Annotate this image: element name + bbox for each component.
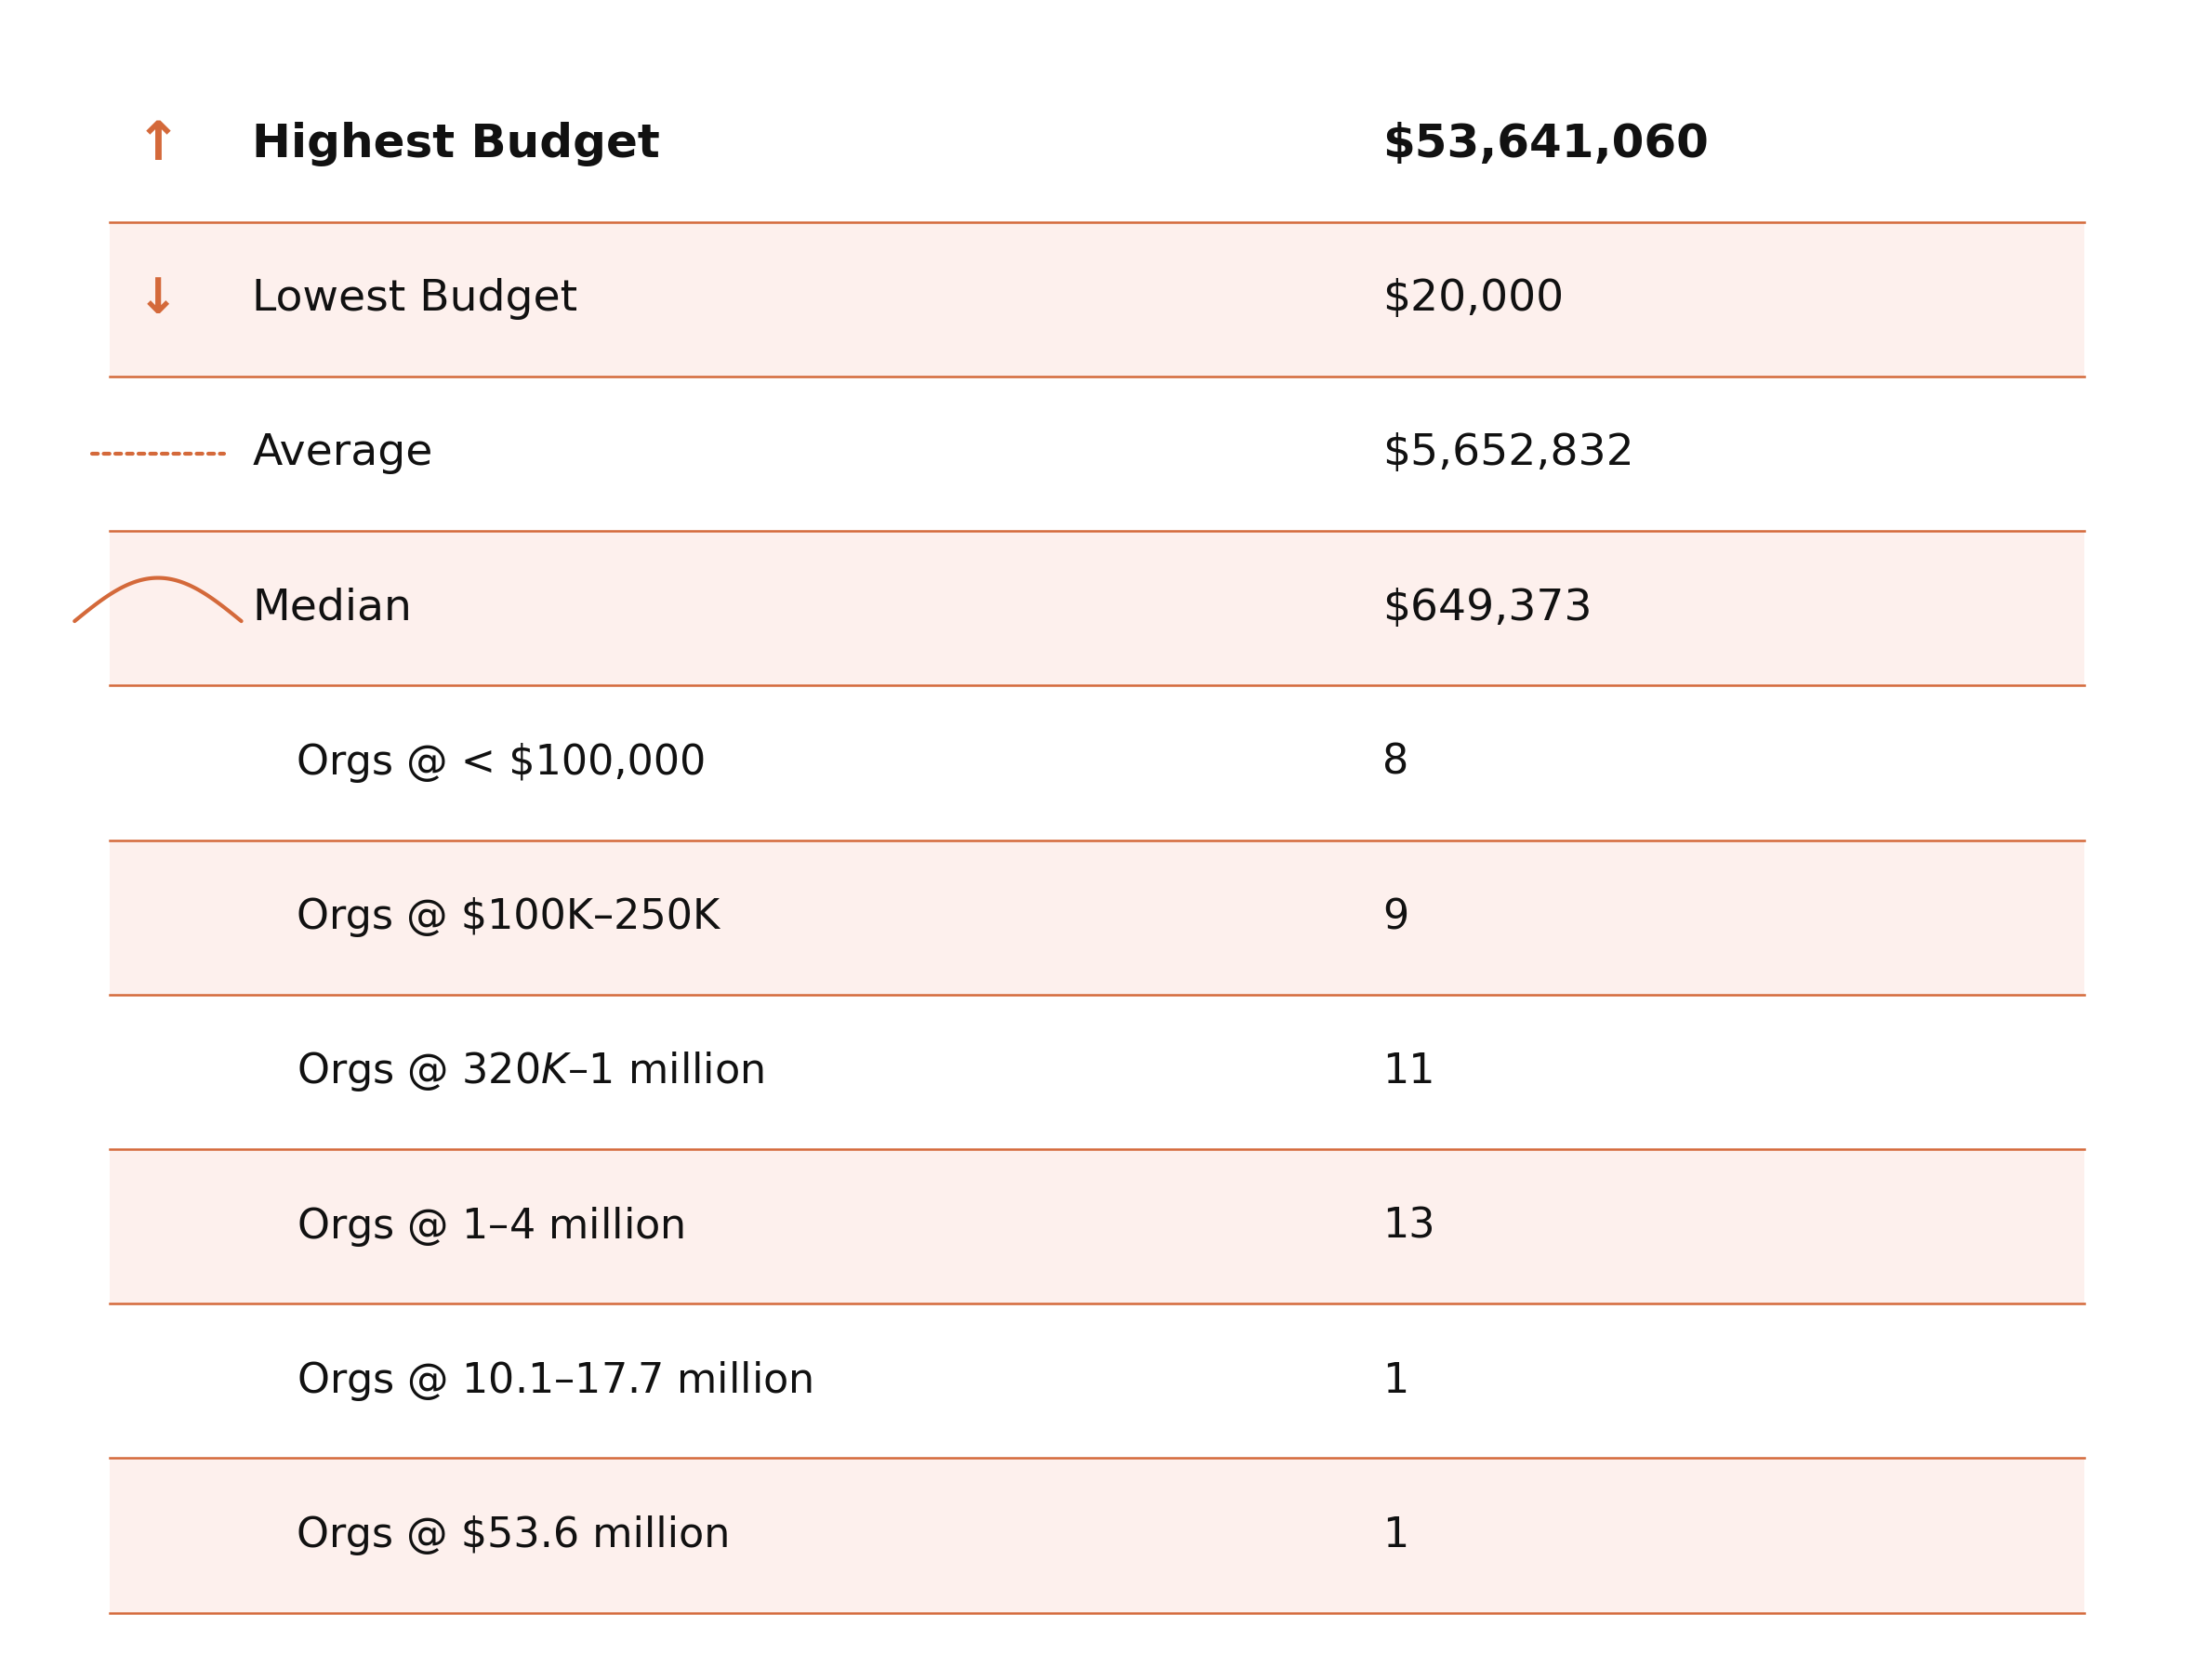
Text: Orgs @ $53.6 million: Orgs @ $53.6 million	[296, 1515, 731, 1556]
Text: 11: 11	[1382, 1052, 1435, 1092]
Text: Orgs @ $100K–250K: Orgs @ $100K–250K	[296, 897, 720, 937]
Text: 8: 8	[1382, 743, 1409, 783]
Text: Median: Median	[252, 588, 412, 628]
Text: 1: 1	[1382, 1361, 1409, 1401]
Text: Average: Average	[252, 433, 432, 474]
Text: $53,641,060: $53,641,060	[1382, 123, 1709, 166]
Text: $20,000: $20,000	[1382, 279, 1564, 319]
Bar	[110, 67, 2084, 222]
Bar	[110, 1458, 2084, 1613]
Bar	[110, 1304, 2084, 1458]
Bar	[110, 840, 2084, 995]
Text: Highest Budget: Highest Budget	[252, 123, 660, 166]
Text: Orgs @ $10.1–$17.7 million: Orgs @ $10.1–$17.7 million	[296, 1359, 812, 1403]
Text: Orgs @ $1–$4 million: Orgs @ $1–$4 million	[296, 1205, 685, 1248]
Text: $5,652,832: $5,652,832	[1382, 433, 1635, 474]
Bar	[110, 1149, 2084, 1304]
Bar	[110, 995, 2084, 1149]
Text: 1: 1	[1382, 1515, 1409, 1556]
Bar	[110, 531, 2084, 685]
Text: Lowest Budget: Lowest Budget	[252, 279, 577, 319]
Text: ↑: ↑	[136, 118, 180, 171]
Text: 9: 9	[1382, 897, 1409, 937]
Text: ↓: ↓	[138, 276, 178, 323]
Text: 13: 13	[1382, 1206, 1435, 1247]
Bar	[110, 376, 2084, 531]
Bar	[110, 685, 2084, 840]
Text: $649,373: $649,373	[1382, 588, 1593, 628]
Text: Orgs @ $320K–$1 million: Orgs @ $320K–$1 million	[296, 1050, 764, 1094]
Bar	[110, 222, 2084, 376]
Text: Orgs @ < $100,000: Orgs @ < $100,000	[296, 743, 706, 783]
